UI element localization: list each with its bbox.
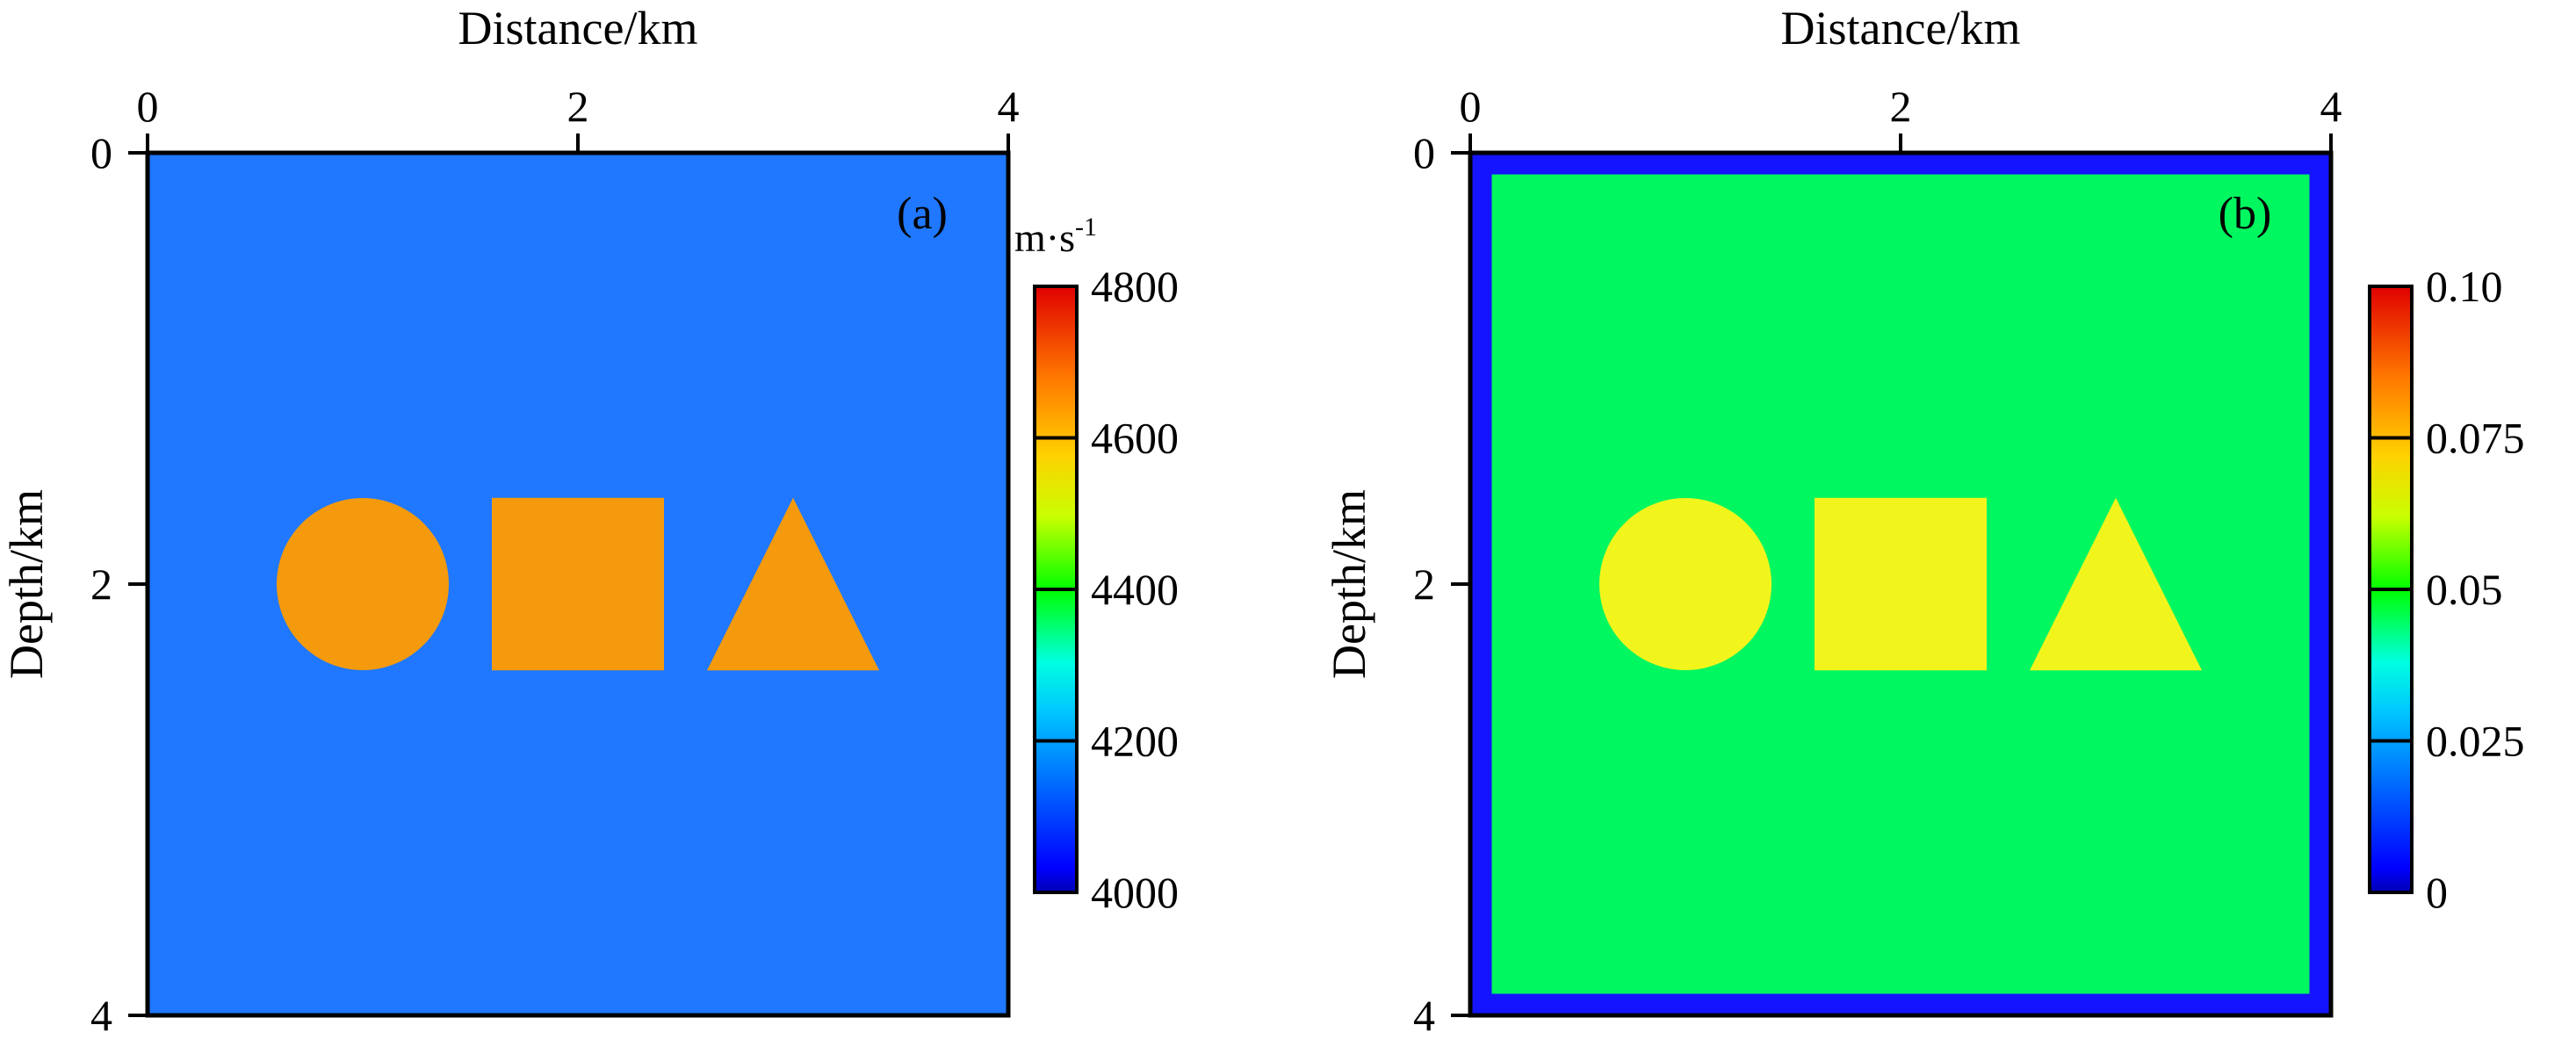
colorbar-tick-label: 4000 (1091, 868, 1179, 917)
circle-anomaly (277, 498, 449, 670)
colorbar-tick-label: 0.075 (2426, 414, 2525, 463)
y-axis-label: Depth/km (0, 489, 53, 679)
circle-anomaly (1599, 498, 1771, 670)
x-tick-label: 0 (1460, 82, 1482, 131)
colorbar-tick-label: 4800 (1091, 262, 1179, 311)
x-tick-label: 0 (137, 82, 159, 131)
colorbar-tick-label: 4400 (1091, 565, 1179, 614)
colorbar-tick-label: 4600 (1091, 414, 1179, 463)
triangle-anomaly (707, 497, 879, 671)
y-tick-label: 0 (1413, 128, 1435, 177)
colorbar-unit: m·s-1 (1014, 213, 1097, 260)
x-tick-label: 2 (1890, 82, 1912, 131)
panel-b: 0 2 4 Distance/km 0 2 4 Depth/km (b) 0.10 0.075 0.0… (1323, 2, 2525, 1040)
triangle-anomaly (2030, 497, 2202, 671)
colorbar-tick-label: 0.10 (2426, 262, 2503, 311)
y-tick-label: 4 (90, 991, 112, 1040)
panel-a: 0 2 4 Distance/km 0 2 4 Depth/km (a) 4800 4600 4400… (0, 2, 1179, 1040)
x-tick-label: 2 (567, 82, 589, 131)
colorbar-tick-label: 0 (2426, 868, 2448, 917)
square-anomaly (492, 497, 664, 671)
panel-label: (a) (897, 189, 948, 239)
x-tick-label: 4 (2320, 82, 2342, 131)
colorbar-tick-label: 0.025 (2426, 717, 2525, 766)
y-tick-label: 2 (90, 559, 112, 609)
y-axis-label: Depth/km (1323, 489, 1375, 679)
y-tick-label: 2 (1413, 559, 1435, 609)
colorbar-tick-label: 0.05 (2426, 565, 2503, 614)
x-axis-label: Distance/km (1781, 2, 2021, 54)
y-tick-label: 0 (90, 128, 112, 177)
square-anomaly (1815, 497, 1987, 671)
panel-label: (b) (2219, 189, 2272, 239)
x-axis-label: Distance/km (458, 2, 698, 54)
colorbar-tick-label: 4200 (1091, 717, 1179, 766)
y-tick-label: 4 (1413, 991, 1435, 1040)
x-tick-label: 4 (998, 82, 1020, 131)
